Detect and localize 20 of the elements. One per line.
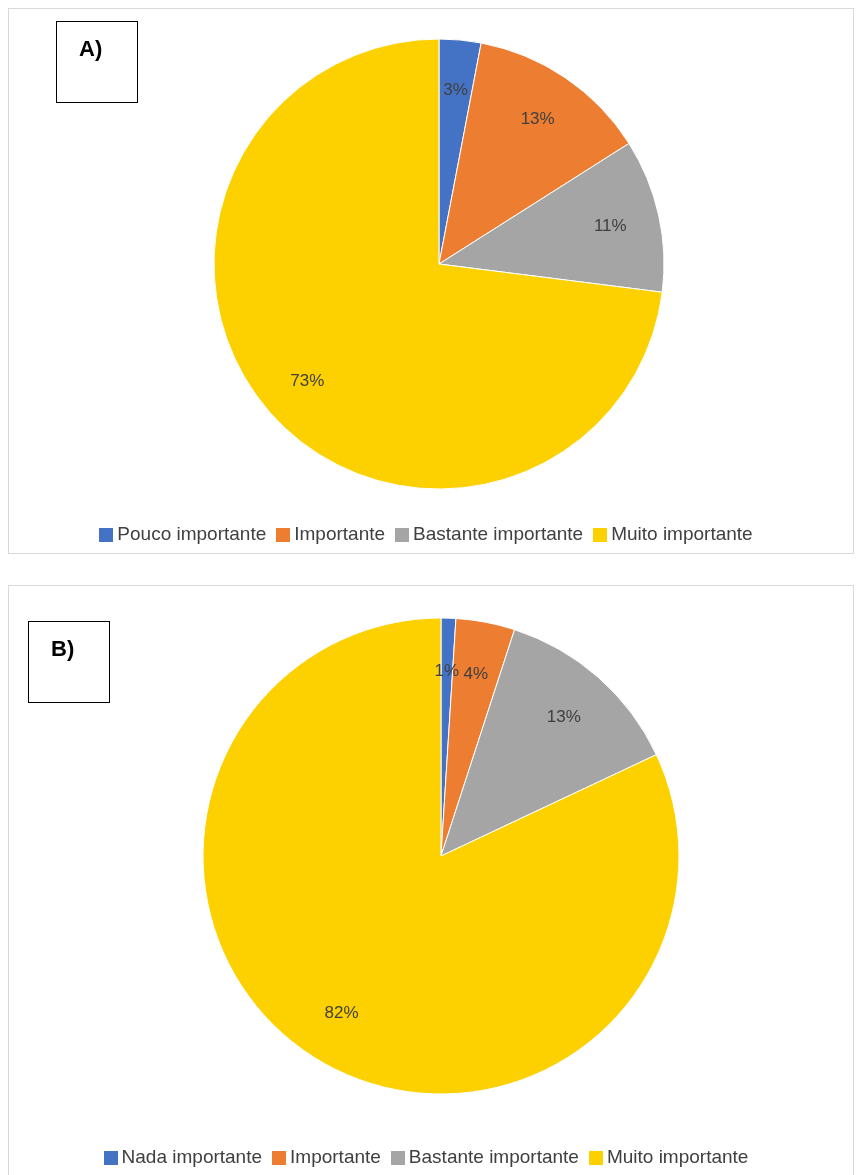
- data-label: 11%: [593, 216, 627, 236]
- data-label: 82%: [324, 1003, 359, 1023]
- legend-label: Nada importante: [121, 1146, 263, 1167]
- legend-label: Importante: [294, 523, 386, 544]
- chart-title: A): [56, 21, 138, 103]
- text: B): [28, 621, 110, 703]
- legend-label: Bastante importante: [413, 523, 584, 544]
- data-label: 13%: [546, 707, 581, 727]
- pie-slice: [202, 617, 680, 1095]
- legend-label: Bastante importante: [408, 1146, 579, 1167]
- data-label: 1%: [434, 660, 460, 680]
- legend-label: Importante: [290, 1146, 381, 1167]
- data-label: 3%: [443, 79, 468, 99]
- data-label: 4%: [463, 664, 489, 684]
- data-label: 13%: [520, 109, 555, 129]
- legend-label: Muito importante: [611, 523, 753, 544]
- legend-label: Muito importante: [606, 1146, 749, 1167]
- pie-slice: [213, 38, 663, 490]
- data-label: 73%: [290, 370, 325, 390]
- legend-label: Pouco importante: [117, 523, 267, 544]
